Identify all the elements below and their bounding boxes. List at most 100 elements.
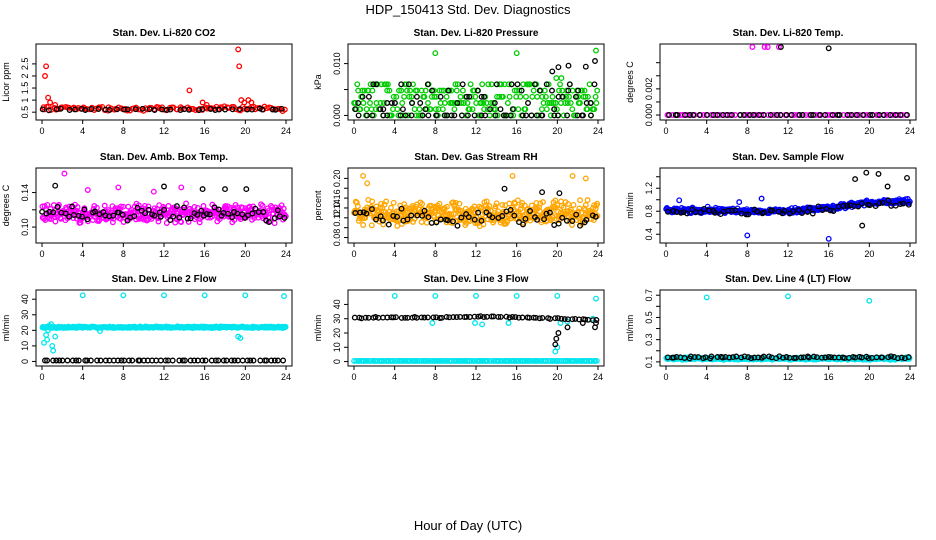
- data-point: [684, 112, 691, 118]
- data-point: [741, 353, 748, 360]
- data-point: [540, 199, 546, 206]
- data-point: [523, 112, 530, 119]
- data-point: [471, 313, 478, 320]
- data-point: [579, 87, 585, 94]
- data-point: [69, 357, 76, 364]
- data-point: [53, 357, 60, 364]
- data-point: [410, 218, 417, 225]
- data-point: [115, 357, 121, 364]
- data-point: [278, 105, 285, 112]
- data-point: [456, 200, 463, 207]
- data-point: [529, 93, 536, 100]
- data-point: [745, 211, 752, 218]
- data-point: [102, 357, 109, 364]
- data-point: [522, 215, 529, 222]
- data-point: [394, 106, 401, 113]
- data-point: [271, 215, 278, 222]
- data-point: [212, 357, 219, 364]
- data-point: [59, 357, 66, 364]
- data-point: [44, 357, 51, 364]
- data-point: [417, 100, 424, 106]
- data-point: [220, 357, 227, 364]
- data-point: [418, 314, 425, 321]
- panel-title: Stan. Dev. Li-820 CO2: [113, 28, 216, 39]
- data-point: [478, 112, 485, 119]
- x-tick-label: 0: [663, 249, 668, 259]
- x-tick-label: 4: [392, 126, 397, 136]
- y-tick-label: 0.10: [20, 218, 30, 236]
- data-point: [510, 112, 517, 119]
- data-point: [425, 357, 432, 364]
- plot-frame: [659, 43, 917, 121]
- x-tick-label: 12: [471, 126, 481, 136]
- data-point: [424, 81, 431, 88]
- data-point: [41, 339, 47, 346]
- data-point: [501, 185, 508, 192]
- data-point: [134, 204, 141, 211]
- data-point: [56, 357, 63, 364]
- data-point: [577, 197, 584, 204]
- x-tick-label: 0: [663, 372, 668, 382]
- x-tick-label: 24: [281, 372, 291, 382]
- data-point: [48, 321, 55, 328]
- data-point: [513, 50, 520, 57]
- data-point: [564, 100, 571, 106]
- data-point: [178, 184, 185, 191]
- data-point: [594, 200, 601, 207]
- x-tick-label: 16: [512, 126, 522, 136]
- data-point: [478, 93, 485, 100]
- data-point: [514, 81, 521, 88]
- data-point: [475, 209, 482, 216]
- data-point: [711, 209, 718, 216]
- data-point: [364, 180, 371, 187]
- data-point: [575, 87, 582, 94]
- data-point: [678, 209, 684, 216]
- y-tick-label: 0.5: [644, 311, 654, 324]
- data-point: [583, 216, 590, 223]
- x-tick-label: 24: [905, 372, 915, 382]
- data-point: [94, 357, 101, 364]
- data-point: [737, 112, 744, 118]
- data-point: [441, 112, 448, 119]
- data-point: [404, 87, 410, 94]
- y-tick-label: 0.010: [332, 52, 342, 75]
- data-point: [565, 62, 572, 69]
- data-point: [82, 107, 89, 113]
- data-point: [452, 81, 459, 88]
- data-point: [499, 201, 506, 208]
- data-point: [268, 357, 275, 364]
- data-point: [563, 93, 570, 100]
- data-point: [482, 112, 489, 119]
- data-point: [64, 357, 71, 364]
- data-point: [686, 112, 693, 118]
- data-point: [161, 206, 168, 213]
- x-tick-label: 20: [552, 372, 562, 382]
- y-tick-label: 20: [20, 325, 30, 335]
- data-point: [438, 87, 445, 94]
- data-point: [555, 315, 561, 322]
- data-point: [799, 210, 805, 217]
- data-point: [505, 320, 512, 326]
- data-point: [549, 93, 556, 100]
- x-tick-label: 16: [200, 372, 210, 382]
- data-point: [783, 354, 790, 360]
- data-point: [506, 314, 513, 321]
- data-point: [203, 101, 210, 108]
- x-tick-label: 4: [80, 126, 85, 136]
- data-point: [866, 297, 873, 304]
- data-point: [883, 112, 890, 118]
- data-point: [432, 292, 439, 299]
- x-tick-label: 0: [39, 249, 44, 259]
- data-point: [569, 316, 576, 323]
- data-point: [272, 106, 279, 113]
- y-axis-label: Licor ppm: [1, 62, 11, 102]
- data-point: [592, 58, 598, 64]
- data-point: [222, 186, 228, 193]
- data-point: [492, 112, 499, 119]
- data-point: [390, 199, 397, 206]
- panel-8: Stan. Dev. Line 4 (LT) Flow ml/min 0 4 8 12 16…: [625, 274, 917, 382]
- data-point: [560, 112, 567, 119]
- data-point: [556, 190, 563, 197]
- data-point: [513, 292, 520, 299]
